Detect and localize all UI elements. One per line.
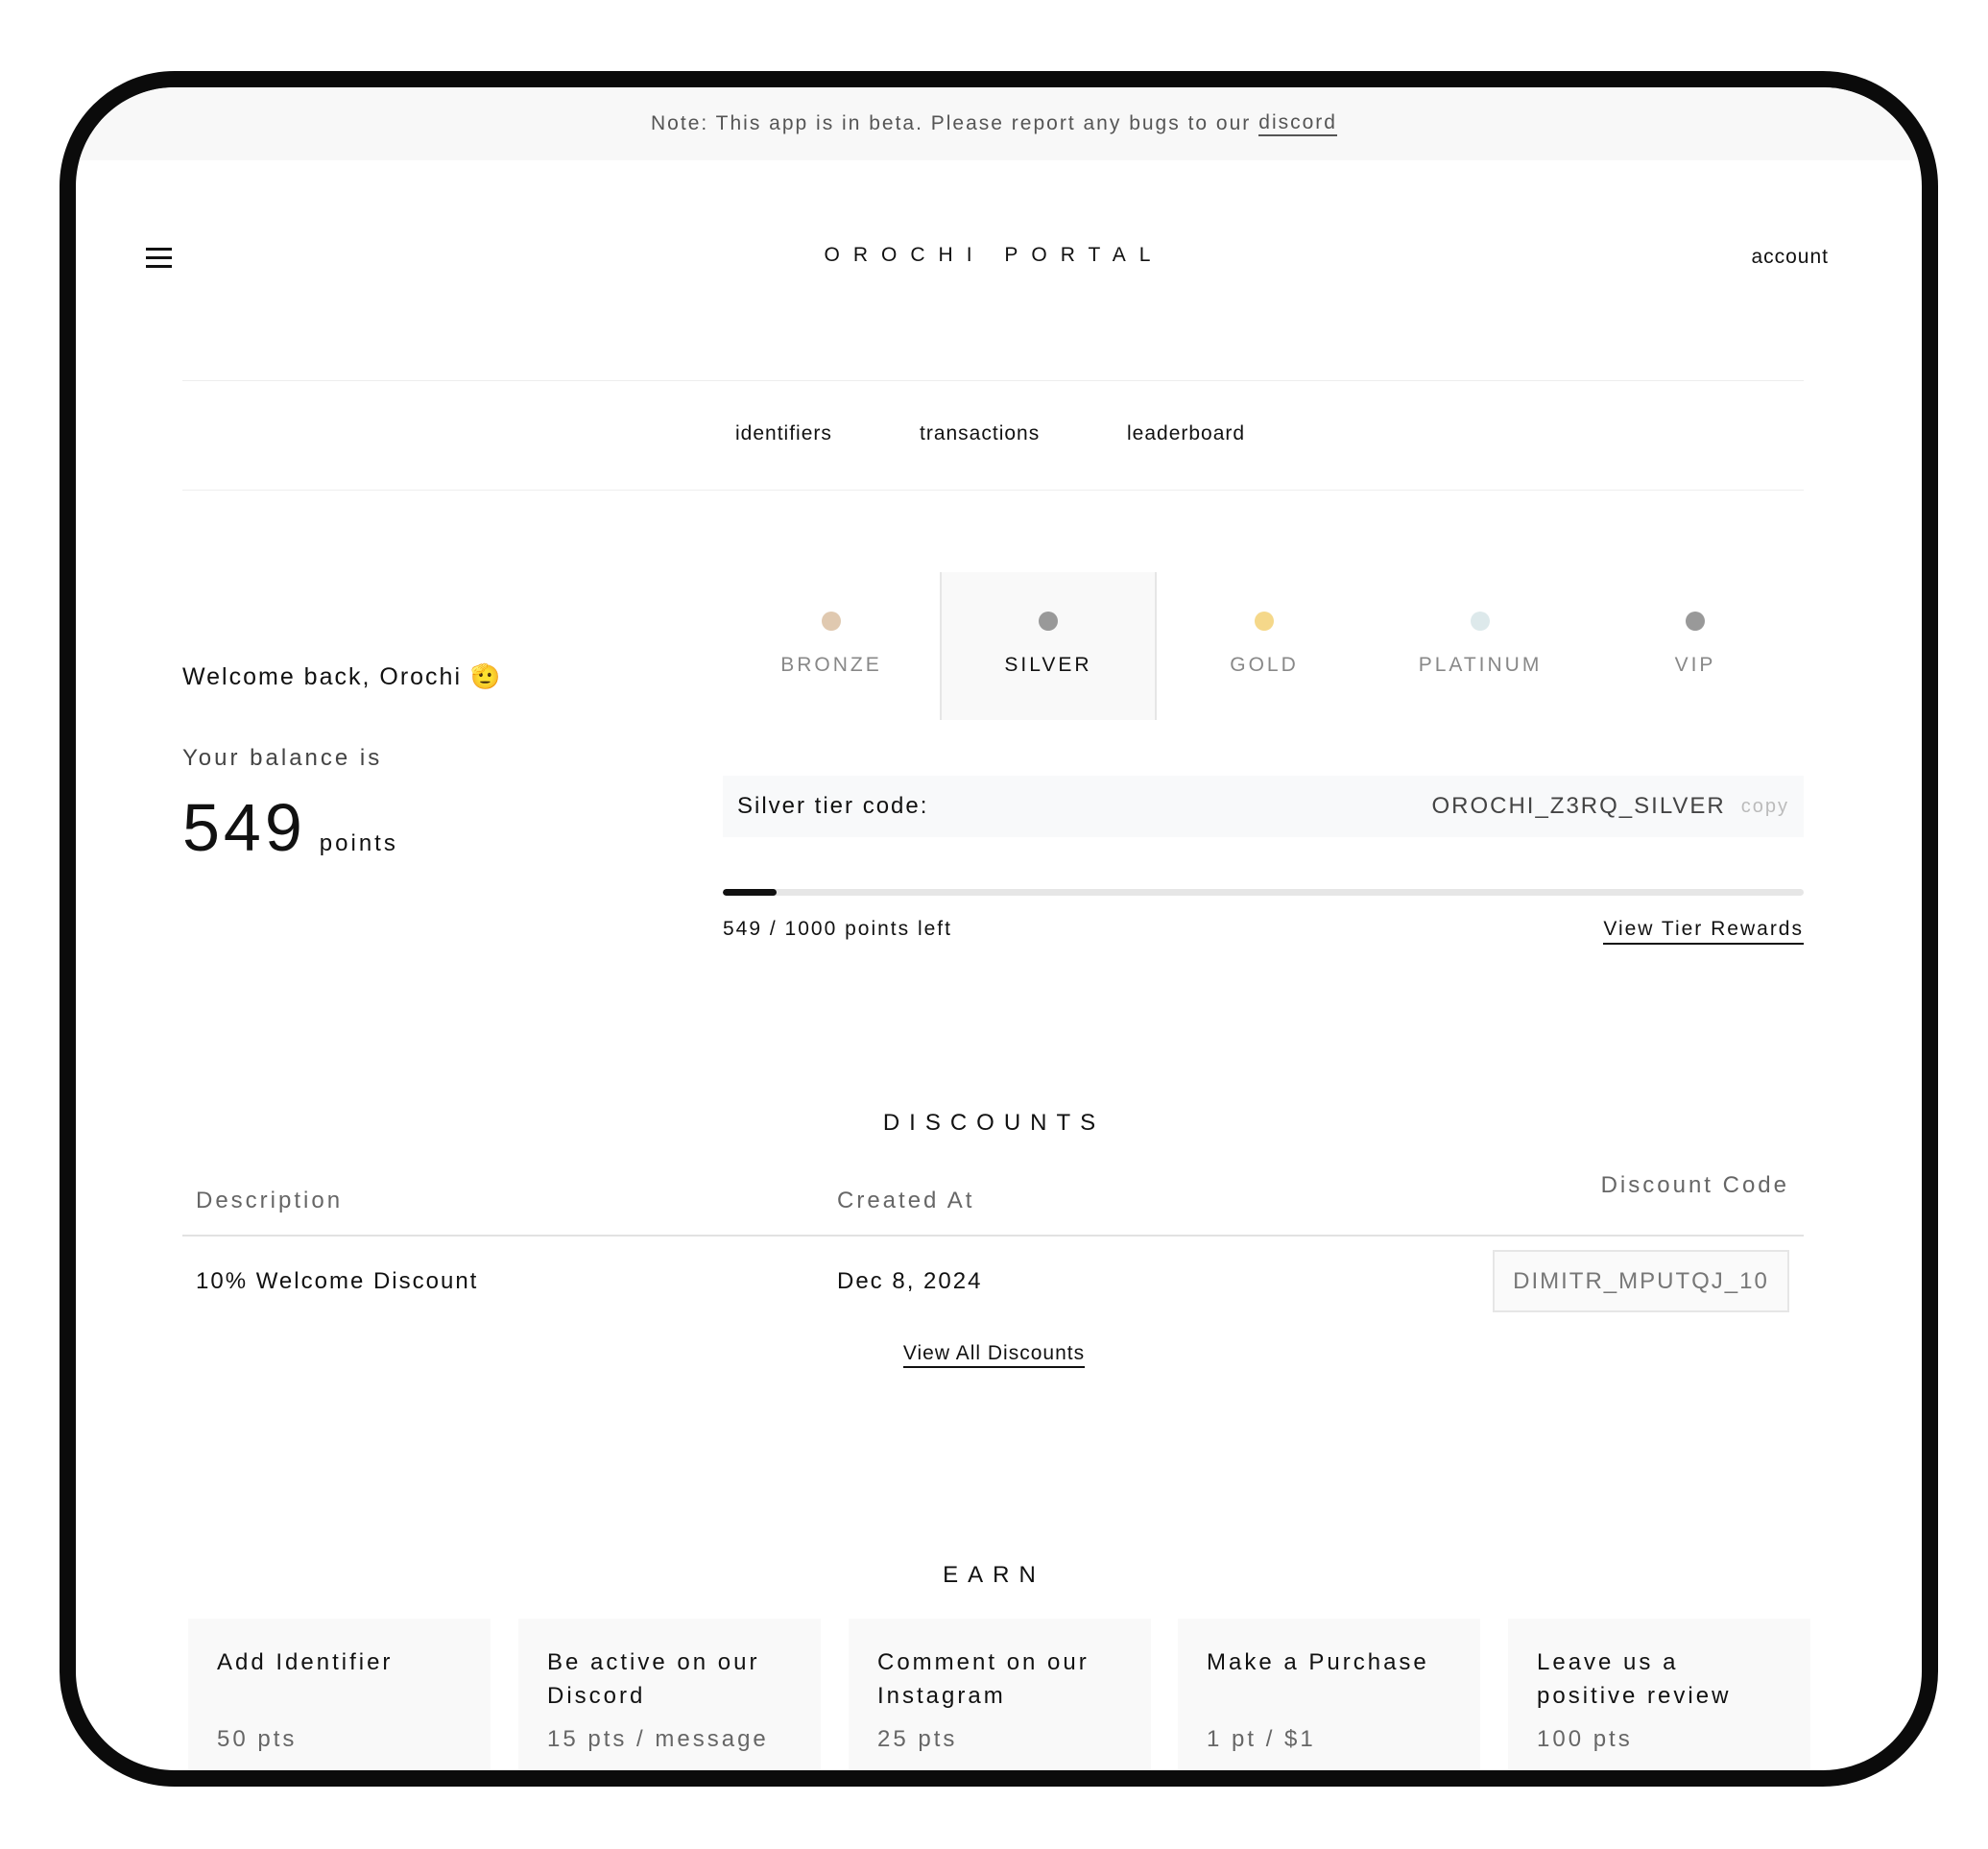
earn-card[interactable]: Comment on our Instagram 25 pts (849, 1619, 1151, 1770)
earn-card-title: Add Identifier (217, 1649, 394, 1675)
tier-label: PLATINUM (1418, 654, 1543, 676)
discount-description: 10% Welcome Discount (196, 1268, 479, 1294)
column-created-at: Created At (837, 1188, 975, 1213)
app-title: OROCHI PORTAL (824, 244, 1164, 266)
tier-gold[interactable]: GOLD (1156, 572, 1373, 720)
earn-card-points: 100 pts (1537, 1726, 1633, 1752)
earn-card[interactable]: Be active on our Discord 15 pts / message (518, 1619, 821, 1770)
balance-unit: points (319, 830, 398, 856)
divider (182, 380, 1804, 381)
discount-created-at: Dec 8, 2024 (837, 1268, 983, 1294)
device-frame: Note: This app is in beta. Please report… (60, 71, 1938, 1787)
view-all-discounts: View All Discounts (76, 1342, 1922, 1368)
welcome-message: Welcome back, Orochi 🫡 (182, 663, 503, 690)
earn-card[interactable]: Add Identifier 50 pts (188, 1619, 491, 1770)
tier-vip[interactable]: VIP (1587, 572, 1804, 720)
balance-value: 549 (182, 790, 306, 865)
column-discount-code: Discount Code (1600, 1172, 1789, 1198)
nav-leaderboard[interactable]: leaderboard (1127, 422, 1246, 444)
beta-text: Note: This app is in beta. Please report… (651, 111, 1252, 134)
nav-transactions[interactable]: transactions (920, 422, 1041, 444)
discord-link[interactable]: discord (1258, 111, 1337, 136)
table-divider (182, 1235, 1804, 1237)
nav-identifiers[interactable]: identifiers (735, 422, 832, 444)
salute-emoji-icon: 🫡 (469, 663, 503, 690)
earn-title: EARN (943, 1562, 1045, 1588)
tier-dot-icon (822, 612, 841, 631)
beta-banner: Note: This app is in beta. Please report… (76, 87, 1922, 160)
tier-dot-icon (1471, 612, 1490, 631)
earn-card[interactable]: Leave us a positive review 100 pts (1508, 1619, 1810, 1770)
earn-card[interactable]: Make a Purchase 1 pt / $1 (1178, 1619, 1480, 1770)
tier-platinum[interactable]: PLATINUM (1372, 572, 1589, 720)
earn-card-points: 1 pt / $1 (1207, 1726, 1316, 1752)
earn-card-title: Make a Purchase (1207, 1649, 1429, 1675)
balance-label: Your balance is (182, 745, 383, 771)
progress-fill (723, 889, 778, 896)
discount-code[interactable]: DIMITR_MPUTQJ_10 (1493, 1250, 1789, 1312)
tier-label: SILVER (1004, 654, 1092, 676)
tier-dot-icon (1255, 612, 1274, 631)
tier-dot-icon (1039, 612, 1058, 631)
points-left: 549 / 1000 points left (723, 918, 952, 940)
view-all-discounts-link[interactable]: View All Discounts (902, 1342, 1086, 1368)
tier-silver[interactable]: SILVER (940, 572, 1157, 720)
hamburger-icon[interactable] (146, 248, 172, 268)
column-description: Description (196, 1188, 344, 1213)
tier-code-label: Silver tier code: (737, 793, 929, 819)
tier-label: GOLD (1230, 654, 1299, 676)
tier-dot-icon (1686, 612, 1705, 631)
earn-card-points: 15 pts / message (547, 1726, 769, 1752)
earn-card-title: Leave us a positive review (1537, 1649, 1732, 1709)
tier-label: VIP (1674, 654, 1716, 676)
discounts-title: DISCOUNTS (882, 1110, 1106, 1136)
view-tier-rewards-link[interactable]: View Tier Rewards (1603, 918, 1804, 945)
balance: 549 points (182, 789, 398, 866)
earn-card-points: 25 pts (877, 1726, 958, 1752)
tier-label: BRONZE (780, 654, 882, 676)
tier-code-box: Silver tier code: OROCHI_Z3RQ_SILVER cop… (723, 776, 1804, 837)
divider (182, 490, 1804, 491)
earn-card-title: Be active on our Discord (547, 1649, 760, 1709)
earn-card-title: Comment on our Instagram (877, 1649, 1090, 1709)
tier-progress-bar (723, 889, 1804, 896)
tier-code-value: OROCHI_Z3RQ_SILVER (1431, 793, 1726, 819)
account-link[interactable]: account (1751, 246, 1829, 268)
tier-bronze[interactable]: BRONZE (723, 572, 940, 720)
copy-button[interactable]: copy (1740, 795, 1789, 817)
earn-card-points: 50 pts (217, 1726, 298, 1752)
